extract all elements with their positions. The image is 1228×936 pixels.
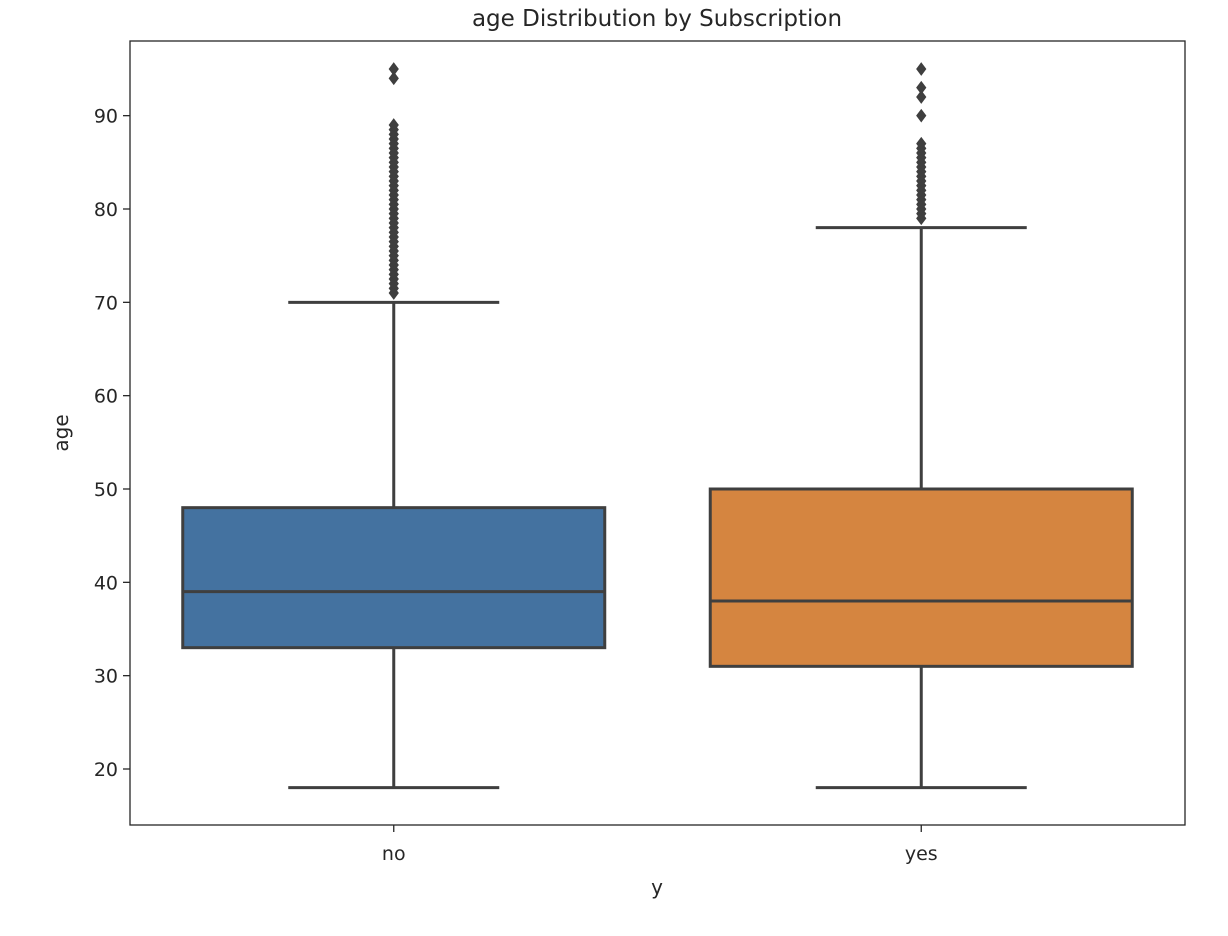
x-axis-title: y (651, 875, 663, 899)
box-no (181, 62, 607, 790)
y-tick-label: 30 (94, 666, 118, 688)
x-axis: no yes (382, 825, 938, 865)
boxes-layer (181, 62, 1134, 790)
box-yes (708, 62, 1134, 790)
x-tick-label: yes (905, 843, 938, 865)
y-tick-label: 90 (94, 106, 118, 128)
outlier-point (916, 90, 927, 104)
outlier-point (916, 136, 927, 151)
plot-frame (129, 40, 1186, 826)
outlier-point (388, 118, 399, 132)
y-tick-label: 60 (94, 386, 118, 408)
x-tick-label: no (382, 843, 406, 865)
outlier-point (916, 108, 927, 123)
y-tick-label: 50 (94, 479, 118, 501)
outlier-point (916, 80, 927, 95)
chart-title: age Distribution by Subscription (472, 6, 842, 32)
y-tick-label: 80 (94, 199, 118, 221)
y-tick-label: 20 (94, 759, 118, 781)
y-axis-title: age (49, 414, 73, 451)
y-tick-label: 70 (94, 292, 118, 314)
iqr-box (708, 487, 1134, 668)
y-axis: 20 30 40 50 60 70 80 90 (94, 106, 130, 781)
outlier-point (388, 62, 399, 76)
y-tick-label: 40 (94, 572, 118, 594)
outlier-point (388, 71, 399, 86)
outlier-point (916, 62, 927, 76)
iqr-box (181, 506, 607, 650)
